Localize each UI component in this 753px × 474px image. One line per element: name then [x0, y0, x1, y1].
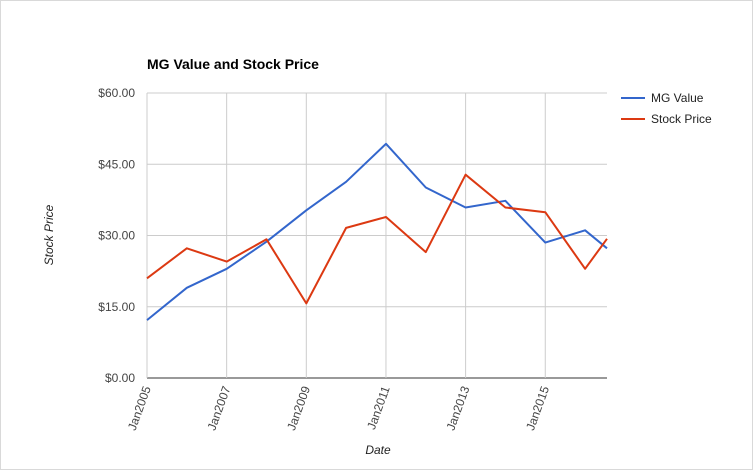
legend-item-stock-price: Stock Price — [621, 112, 712, 126]
series-line-mg-value — [146, 142, 608, 321]
y-tick-label: $0.00 — [105, 371, 135, 385]
x-axis-title: Date — [365, 443, 391, 457]
chart-title: MG Value and Stock Price — [147, 56, 319, 72]
x-tick-label: Jan2009 — [284, 384, 313, 432]
y-axis-title: Stock Price — [42, 204, 56, 265]
legend-label-mg-value: MG Value — [651, 91, 704, 105]
series-lines — [146, 142, 608, 321]
legend-label-stock-price: Stock Price — [651, 112, 712, 126]
y-tick-label: $45.00 — [98, 157, 135, 171]
legend: MG Value Stock Price — [621, 91, 712, 126]
x-tick-label: Jan2013 — [444, 384, 473, 432]
gridlines — [146, 92, 607, 379]
x-tick-label: Jan2015 — [523, 384, 552, 432]
legend-item-mg-value: MG Value — [621, 91, 704, 105]
y-tick-label: $15.00 — [98, 300, 135, 314]
series-line-stock-price — [146, 173, 608, 305]
x-tick-label: Jan2005 — [125, 384, 154, 432]
y-tick-label: $30.00 — [98, 229, 135, 243]
x-tick-label: Jan2007 — [205, 384, 234, 432]
x-tick-labels: Jan2005 Jan2007 Jan2009 Jan2011 Jan2013 Jan20… — [125, 384, 552, 432]
y-tick-labels: $0.00 $15.00 $30.00 $45.00 $60.00 — [98, 86, 135, 385]
y-tick-label: $60.00 — [98, 86, 135, 100]
x-tick-label: Jan2011 — [364, 384, 393, 432]
